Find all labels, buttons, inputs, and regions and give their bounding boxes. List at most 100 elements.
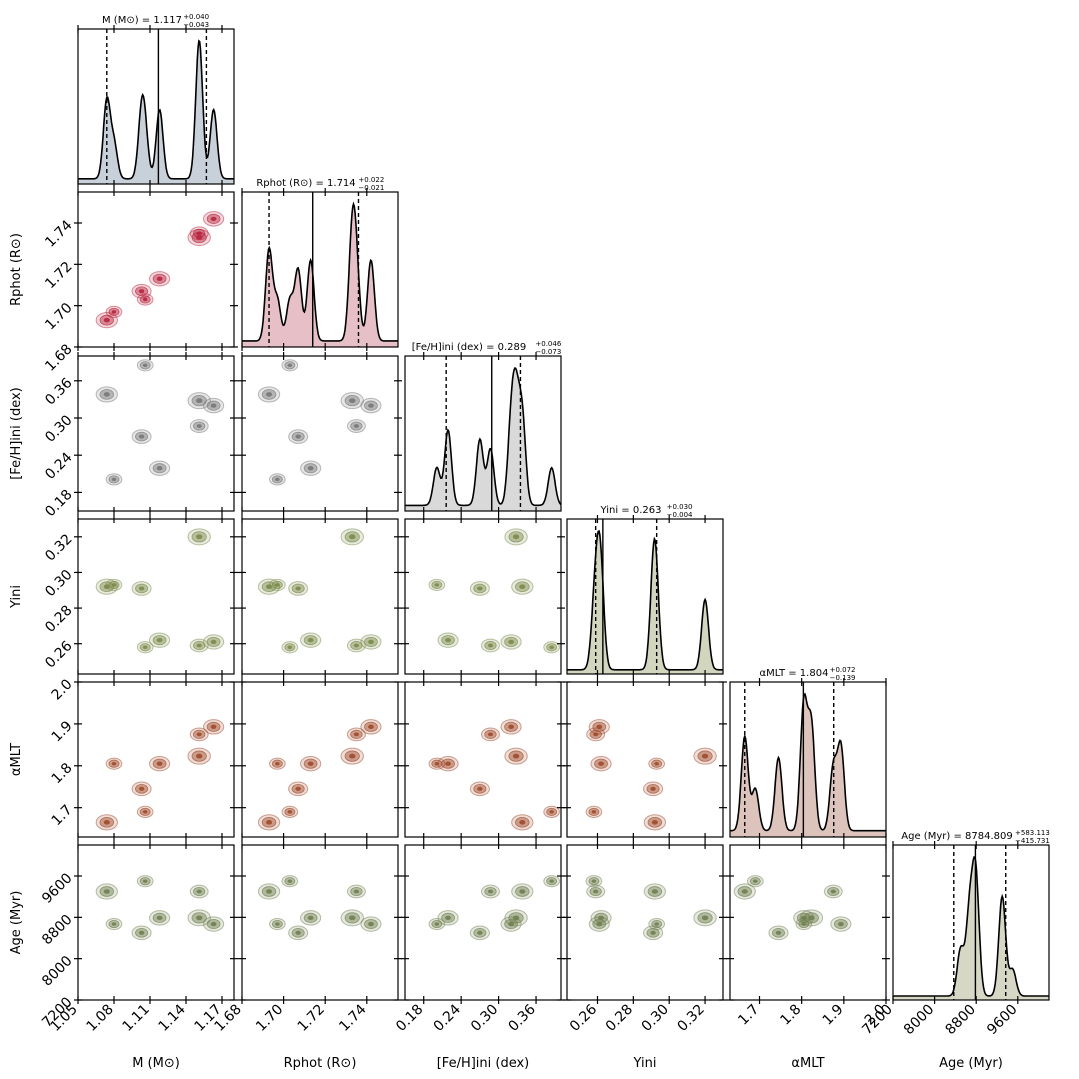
- contour-core-4: [210, 216, 217, 222]
- contour-core-3: [196, 398, 203, 404]
- xtick-label-M: 1.14: [155, 1001, 188, 1034]
- panel-Y-alpha: [563, 678, 727, 841]
- contour-core-0: [651, 820, 658, 825]
- contour-core-0: [103, 889, 110, 894]
- contour-core-6: [591, 810, 597, 814]
- title-plus-FeH: +0.046: [535, 340, 561, 348]
- panel-FeH-alpha: [401, 678, 565, 841]
- contour-core-5: [196, 732, 202, 737]
- contour-core-7: [275, 922, 280, 926]
- contour-core-5: [196, 424, 202, 428]
- contour-core-6: [287, 645, 293, 649]
- contour-core-4: [210, 724, 217, 729]
- contour-core-6: [549, 879, 554, 883]
- contour-core-7: [275, 762, 280, 766]
- panel-R-FeH: [238, 352, 402, 515]
- contour-core-7: [111, 583, 117, 587]
- contour-core-5: [487, 643, 494, 648]
- contour-core-3: [808, 915, 815, 921]
- xtick-label-Y: 0.28: [603, 1002, 636, 1035]
- ytick-label-alpha: 1.9: [49, 718, 76, 745]
- ytick-label-R: 1.68: [42, 341, 75, 374]
- ytick-label-R: 1.70: [42, 300, 75, 333]
- contour-core-1: [650, 930, 656, 935]
- ytick-label-alpha: 1.7: [49, 802, 76, 829]
- xlabel-R: Rphot (R⊙): [284, 1056, 357, 1071]
- contour-core-5: [353, 889, 359, 894]
- panel-frame: [729, 681, 887, 838]
- contour-core-5: [593, 889, 599, 894]
- panel-frame: [241, 681, 399, 838]
- contour-core-3: [349, 534, 356, 540]
- density-fill-R: [242, 204, 398, 347]
- contour-core-4: [508, 724, 514, 729]
- contour-core-1: [138, 586, 145, 591]
- xlabel-Y: Yini: [633, 1056, 657, 1071]
- contour-core-1: [295, 786, 301, 791]
- contour-core-0: [103, 317, 110, 323]
- contour-core-6: [142, 363, 148, 367]
- xtick-label-alpha: 1.9: [820, 1002, 847, 1029]
- contour-core-6: [287, 363, 293, 367]
- contour-core-5: [593, 732, 599, 737]
- contour-core-4: [368, 921, 374, 927]
- contour-core-0: [266, 392, 273, 397]
- panel-title-M: M (M⊙) = 1.117: [102, 15, 182, 26]
- ylabel-alpha: αMLT: [9, 743, 24, 776]
- contour-core-6: [591, 879, 597, 883]
- panel-frame: [77, 28, 235, 185]
- contour-core-0: [519, 584, 526, 589]
- density-line-age: [893, 855, 1049, 997]
- xtick-label-age: 8000: [901, 1002, 938, 1039]
- title-minus-R: −0.021: [358, 184, 384, 192]
- contour-core-3: [196, 534, 203, 540]
- xtick-label-alpha: 1.7: [735, 1002, 762, 1029]
- contour-core-6: [142, 879, 148, 883]
- contour-core-4: [838, 921, 844, 927]
- ytick-label-age: 8000: [39, 953, 76, 990]
- contour-core-2: [156, 276, 163, 281]
- title-minus-alpha: −0.139: [830, 674, 856, 682]
- ytick-label-R: 1.72: [42, 259, 75, 292]
- contour-core-1: [295, 586, 301, 591]
- contour-core-0: [266, 889, 273, 894]
- panel-M-Y: [74, 515, 238, 678]
- contour-core-5: [487, 732, 494, 737]
- contour-core-7: [111, 922, 117, 926]
- title-plus-alpha: +0.072: [830, 666, 856, 674]
- contour-core-5: [196, 889, 202, 894]
- contour-core-2: [307, 466, 314, 471]
- panel-frame: [241, 844, 399, 1001]
- contour-core-2: [307, 637, 314, 643]
- density-line-FeH: [405, 366, 562, 507]
- contour-core-7: [275, 477, 280, 482]
- contour-core-4: [508, 639, 514, 645]
- contour-core-2: [156, 915, 163, 921]
- contour-core-5: [196, 643, 202, 648]
- contour-core-3: [349, 398, 356, 404]
- panel-R-alpha: [238, 678, 402, 841]
- panel-Y-Y: Yini = 0.263 +0.030−0.004: [566, 503, 724, 678]
- contour-core-7: [654, 762, 659, 766]
- panel-M-FeH: [74, 352, 238, 515]
- density-line-alpha: [730, 692, 886, 832]
- contour-core-1: [138, 434, 145, 439]
- xtick-label-FeH: 0.18: [393, 1002, 426, 1035]
- panel-frame: [566, 518, 724, 675]
- panel-frame: [566, 681, 724, 838]
- panel-M-R: [74, 188, 238, 351]
- contour-core-1: [295, 434, 301, 439]
- panel-FeH-FeH: [Fe/H]ini (dex) = 0.289 +0.046−0.073: [404, 340, 562, 515]
- ytick-label-FeH: 0.36: [42, 375, 75, 408]
- contour-core-6: [549, 645, 554, 649]
- xlabel-M: M (M⊙): [132, 1056, 180, 1071]
- panel-age-age: Age (Myr) = 8784.809 +583.113−415.731: [892, 829, 1050, 1004]
- panel-R-R: Rphot (R⊙) = 1.714 +0.022−0.021: [241, 176, 399, 351]
- title-plus-Y: +0.030: [667, 503, 693, 511]
- contour-core-5: [353, 643, 359, 648]
- panel-R-age: [238, 841, 402, 1004]
- title-plus-M: +0.040: [183, 13, 209, 21]
- contour-core-1: [650, 786, 656, 791]
- ylabel-age: Age (Myr): [9, 891, 24, 955]
- contour-core-2: [307, 915, 314, 921]
